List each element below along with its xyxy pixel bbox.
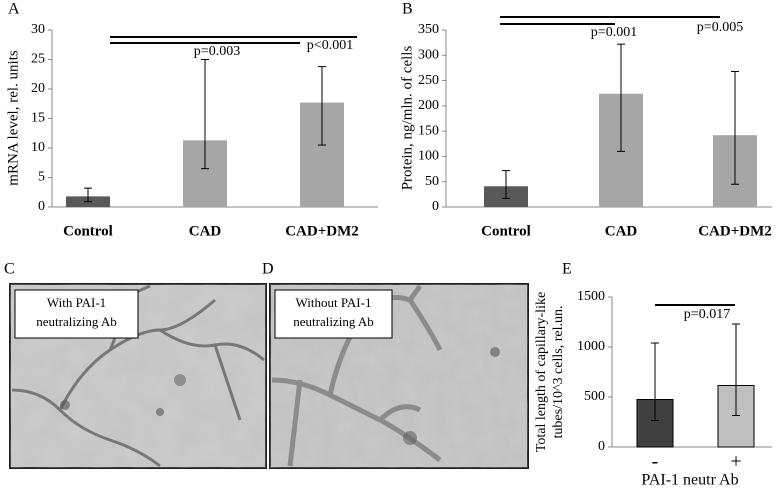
y-tick-label: 30 (31, 22, 45, 37)
y-tick-label: 150 (418, 123, 439, 138)
panel-label: B (402, 1, 413, 18)
y-tick-label: 350 (418, 22, 439, 37)
y-tick-label: 300 (418, 48, 439, 63)
p-value: p=0.003 (194, 44, 240, 59)
x-tick-label: + (730, 451, 741, 473)
y-tick-label: 15 (31, 111, 45, 126)
x-axis-title: PAI-1 neutr Ab (641, 472, 738, 488)
x-tick-label: - (652, 451, 659, 473)
p-value: p=0.017 (684, 307, 730, 322)
significance-brackets (110, 16, 735, 306)
caption: Without PAI-1 (296, 295, 372, 310)
caption-box (274, 289, 393, 339)
error-bar (732, 323, 740, 416)
y-tick-label: 10 (31, 140, 45, 155)
y-tick-label: 0 (38, 199, 45, 214)
error-bar (651, 342, 659, 421)
error-bar (318, 66, 326, 146)
y-axis-title: mRNA level, rel. units (5, 50, 21, 186)
y-tick-label: 20 (31, 81, 45, 96)
error-bar (617, 43, 625, 152)
x-tick-label: Control (481, 223, 531, 239)
y-tick-label: 25 (31, 52, 45, 67)
x-tick-label: CAD+DM2 (285, 223, 359, 239)
panel-label: D (262, 261, 274, 278)
error-bar (731, 70, 739, 185)
panel-label: C (4, 261, 15, 278)
micrograph-d (269, 283, 529, 469)
p-value: p<0.001 (307, 38, 353, 53)
p-value: p=0.005 (697, 20, 743, 35)
p-value: p=0.001 (591, 25, 637, 40)
y-tick-label: 500 (584, 389, 605, 404)
y-tick-label: 100 (418, 149, 439, 164)
error-bar (201, 59, 209, 170)
y-tick-label: 0 (598, 439, 605, 454)
x-tick-label: CAD+DM2 (698, 223, 772, 239)
y-axis-title: tubes/10^3 cells, rel.un. (551, 306, 566, 439)
x-tick-label: CAD (189, 223, 222, 239)
panel-label: E (562, 261, 572, 278)
x-tick-label: CAD (605, 223, 638, 239)
caption: With PAI-1 (47, 295, 106, 310)
y-tick-label: 1000 (577, 339, 605, 354)
error-bar (84, 187, 92, 203)
y-tick-label: 50 (425, 174, 439, 189)
caption: neutralizing Ab (36, 314, 117, 329)
y-tick-label: 250 (418, 73, 439, 88)
caption-box (14, 289, 139, 339)
y-tick-label: 5 (38, 170, 45, 185)
caption: neutralizing Ab (293, 314, 374, 329)
y-tick-label: 200 (418, 98, 439, 113)
y-tick-label: 1500 (577, 289, 605, 304)
error-bar (502, 170, 510, 199)
y-axis-title: Protein, ng/mln. of cells (399, 46, 415, 191)
y-axis-title: Total length of capillary-like (534, 292, 549, 452)
panel-label: A (8, 1, 20, 18)
x-tick-label: Control (63, 223, 113, 239)
y-tick-label: 0 (432, 199, 439, 214)
